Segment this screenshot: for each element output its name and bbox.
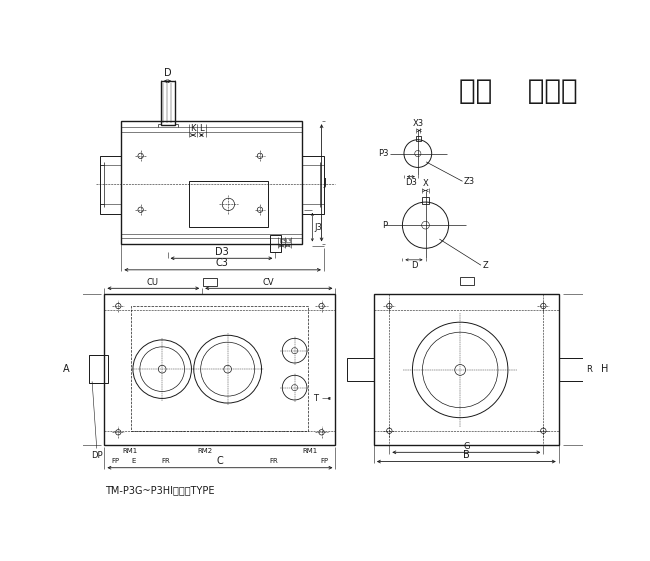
Bar: [105, 294, 335, 445]
Bar: [374, 294, 559, 445]
Bar: [161, 81, 174, 125]
Text: K: K: [190, 124, 196, 133]
Text: Z3: Z3: [464, 177, 475, 186]
Text: CU: CU: [147, 278, 159, 287]
Text: CV: CV: [263, 278, 274, 287]
Bar: [131, 306, 309, 431]
Bar: [302, 156, 324, 214]
Text: T: T: [313, 394, 318, 403]
Bar: [270, 235, 281, 252]
Text: X: X: [422, 179, 428, 188]
Text: FR: FR: [270, 458, 278, 464]
Bar: [189, 181, 268, 227]
Bar: [347, 357, 374, 381]
Bar: [122, 121, 302, 245]
Text: FP: FP: [320, 458, 329, 464]
Text: X3: X3: [412, 119, 423, 128]
Text: DP: DP: [91, 451, 103, 460]
Text: R: R: [586, 365, 592, 374]
Bar: [203, 278, 217, 286]
Text: L3: L3: [285, 240, 292, 245]
Text: C3: C3: [216, 258, 229, 268]
Text: C: C: [216, 456, 224, 466]
Text: P3: P3: [378, 149, 389, 158]
Bar: [422, 197, 430, 204]
Text: FR: FR: [162, 458, 170, 464]
Text: 三段    平行轴: 三段 平行轴: [459, 77, 577, 105]
Text: B: B: [463, 450, 470, 460]
Text: G: G: [463, 442, 469, 451]
Text: J3: J3: [314, 223, 322, 232]
Text: RM1: RM1: [122, 448, 137, 454]
Text: Z: Z: [482, 261, 488, 270]
Text: P: P: [382, 220, 387, 229]
Text: L: L: [199, 124, 203, 133]
Text: TM-P3G~P3HI适用此TYPE: TM-P3G~P3HI适用此TYPE: [105, 485, 214, 495]
Text: H: H: [601, 364, 608, 374]
Text: D3: D3: [405, 178, 417, 187]
Bar: [559, 357, 586, 381]
Text: FP: FP: [111, 458, 120, 464]
Bar: [460, 277, 474, 285]
Text: D3: D3: [214, 247, 228, 257]
Text: D: D: [164, 68, 172, 78]
Text: K3: K3: [280, 240, 286, 245]
Bar: [89, 355, 109, 383]
Text: RM1: RM1: [302, 448, 318, 454]
Text: A: A: [63, 364, 70, 374]
Text: E: E: [131, 458, 136, 464]
Bar: [100, 156, 122, 214]
Text: D: D: [411, 261, 417, 270]
Bar: [415, 136, 421, 141]
Text: J: J: [324, 178, 327, 188]
Text: RM2: RM2: [197, 448, 212, 454]
